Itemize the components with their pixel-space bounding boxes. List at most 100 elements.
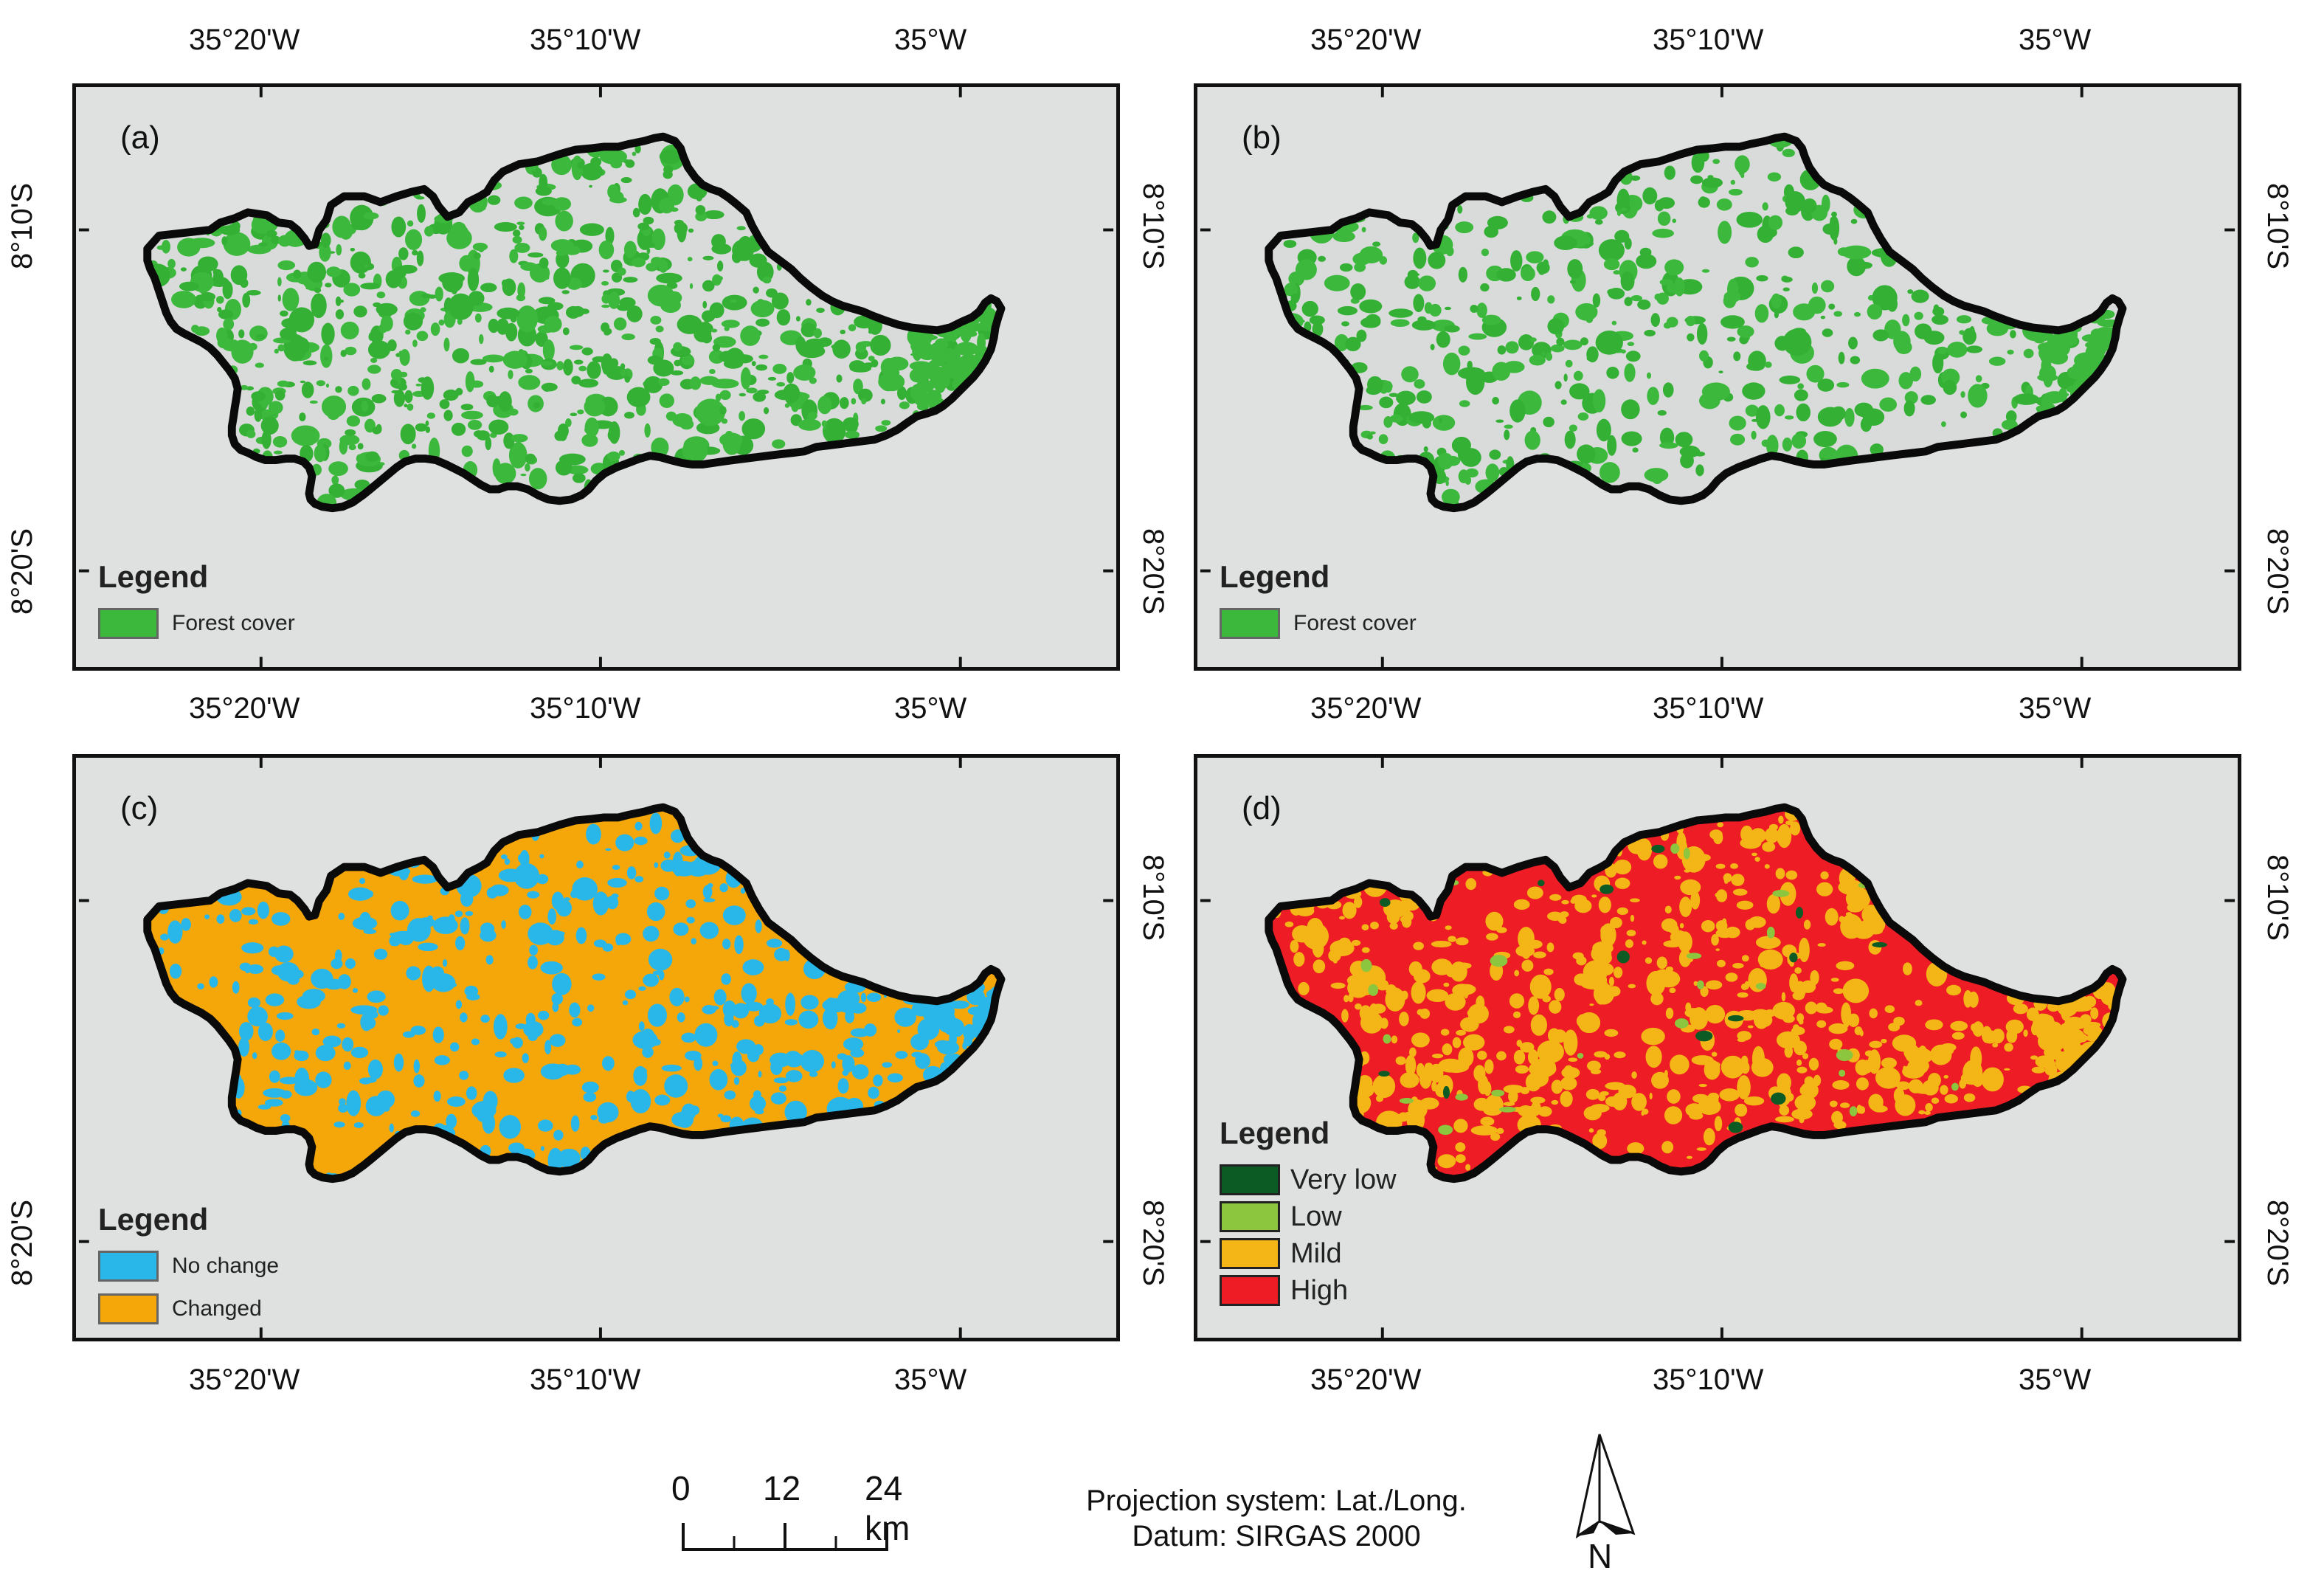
map-patch: [1631, 1093, 1647, 1111]
map-patch: [242, 292, 251, 308]
map-patch: [1600, 884, 1614, 894]
map-patch: [647, 284, 675, 307]
map-patch: [274, 945, 294, 963]
map-patch: [1603, 258, 1620, 271]
map-patch: [1467, 1007, 1485, 1019]
map-patch: [1695, 854, 1711, 862]
map-patch: [276, 1012, 294, 1020]
map-patch: [581, 162, 604, 181]
map-patch: [1324, 274, 1350, 291]
map-patch: [623, 277, 638, 283]
map-patch: [2047, 1024, 2057, 1044]
map-patch: [1669, 987, 1676, 994]
map-patch: [448, 293, 474, 320]
map-patch: [326, 266, 342, 277]
map-patch: [538, 226, 547, 241]
map-patch: [713, 989, 727, 1006]
map-patch: [1419, 1067, 1432, 1089]
map-patch: [736, 235, 754, 261]
map-patch: [1630, 914, 1635, 922]
map-patch: [695, 204, 706, 215]
map-patch: [597, 410, 603, 415]
map-patch: [181, 918, 191, 931]
map-patch: [1841, 245, 1872, 260]
map-patch: [277, 277, 282, 287]
map-patch: [1339, 916, 1345, 920]
map-patch: [1839, 916, 1845, 923]
map-patch: [302, 360, 317, 366]
map-patch: [1631, 1071, 1637, 1079]
legend-label: Mild: [1290, 1237, 1342, 1269]
map-patch: [755, 1109, 764, 1115]
map-patch: [466, 993, 480, 1001]
map-patch: [577, 409, 584, 415]
map-patch: [504, 858, 511, 865]
lat-label: 8°20'S: [1137, 528, 1170, 615]
map-patch: [246, 429, 256, 438]
map-patch: [421, 376, 435, 400]
map-patch: [338, 1104, 348, 1113]
map-patch: [1445, 992, 1466, 1011]
map-patch: [2043, 341, 2055, 350]
map-patch: [1398, 1112, 1409, 1122]
map-patch: [1674, 1018, 1689, 1029]
map-patch: [1546, 942, 1554, 953]
map-patch: [1456, 937, 1469, 946]
map-panel-d: (d) Legend Very low Low Mild High: [1194, 754, 2241, 1341]
map-patch: [339, 434, 360, 446]
map-patch: [302, 989, 325, 1003]
map-patch: [895, 1051, 908, 1060]
map-patch: [460, 891, 474, 907]
map-patch: [703, 210, 724, 220]
map-patch: [1346, 975, 1364, 986]
map-patch: [1914, 311, 1923, 320]
map-patch: [1664, 1106, 1683, 1124]
map-patch: [590, 1114, 598, 1121]
map-patch: [1693, 860, 1700, 869]
map-patch: [1844, 407, 1855, 427]
map-patch: [258, 242, 268, 247]
map-patch: [455, 1000, 463, 1009]
map-patch: [1827, 910, 1839, 922]
map-patch: [1481, 314, 1501, 325]
map-patch: [1516, 296, 1522, 300]
map-patch: [1650, 992, 1664, 1006]
map-patch: [1915, 1000, 1923, 1006]
map-patch: [1730, 179, 1735, 185]
legend-swatch: [1220, 608, 1280, 639]
map-patch: [1700, 986, 1709, 998]
map-patch: [331, 475, 339, 485]
map-patch: [480, 1015, 490, 1023]
map-patch: [1803, 1099, 1811, 1108]
map-patch: [339, 1098, 346, 1106]
map-patch: [2044, 1053, 2055, 1066]
map-patch: [1715, 928, 1734, 939]
map-patch: [1538, 1106, 1552, 1117]
map-patch: [1944, 1093, 1958, 1104]
map-patch: [204, 914, 210, 919]
map-patch: [581, 347, 593, 356]
map-patch: [1782, 438, 1793, 452]
map-patch: [465, 371, 475, 393]
map-patch: [1542, 995, 1551, 1003]
map-patch: [2036, 1029, 2048, 1040]
legend-swatch: [1220, 1238, 1280, 1269]
map-patch: [1775, 868, 1785, 880]
map-patch: [1595, 331, 1623, 355]
map-patch: [786, 372, 795, 384]
map-patch: [746, 387, 758, 394]
map-patch: [608, 291, 620, 309]
map-patch: [275, 1029, 286, 1043]
map-patch: [620, 369, 627, 377]
map-patch: [1468, 333, 1487, 340]
map-patch: [604, 331, 611, 336]
map-patch: [352, 988, 359, 993]
map-patch: [571, 155, 584, 181]
map-patch: [709, 302, 724, 319]
map-patch: [694, 1023, 718, 1047]
map-patch: [873, 1074, 883, 1087]
map-patch: [742, 959, 764, 975]
north-arrow: N: [1571, 1431, 1653, 1586]
map-patch: [1431, 1081, 1437, 1092]
map-patch: [1839, 1102, 1850, 1108]
